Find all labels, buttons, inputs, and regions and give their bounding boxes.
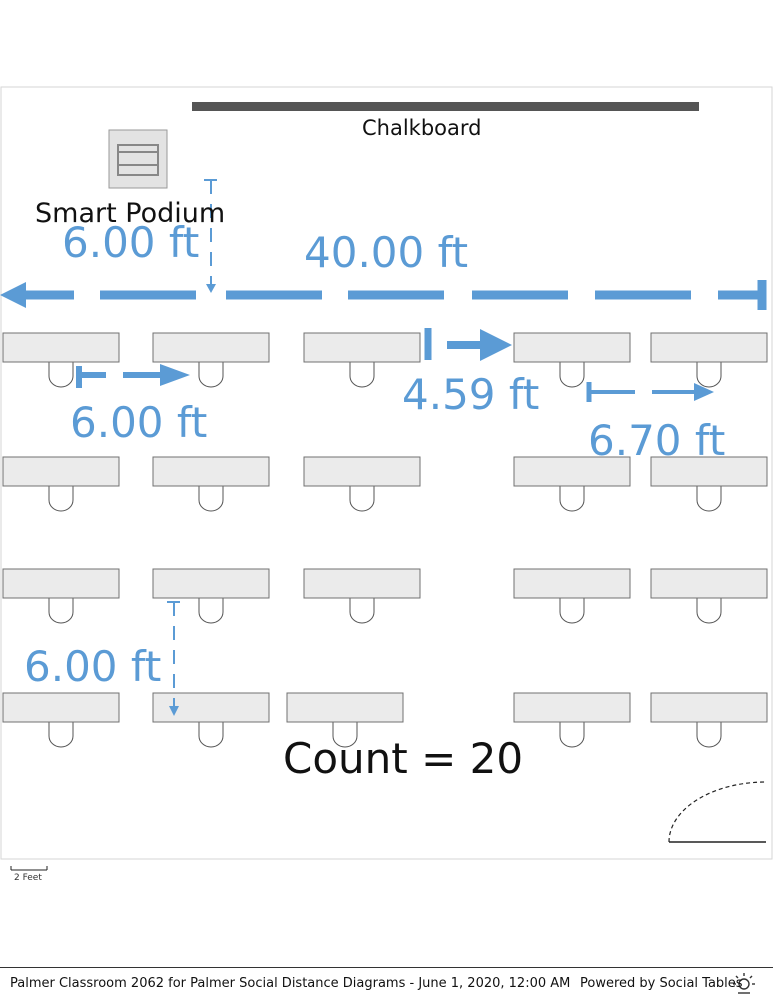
desk [303,456,421,512]
desk [650,692,768,748]
social-tables-logo-icon [733,973,755,994]
chalkboard [192,102,699,111]
chair [559,722,585,748]
chair [198,598,224,624]
desk [286,692,404,748]
desk-count-label: Count = 20 [283,734,524,783]
desk-top [650,456,768,487]
desk [513,456,631,512]
chair [559,486,585,512]
desk-top [152,568,270,599]
desk-top [2,692,120,723]
desk-top [286,692,404,723]
footer-divider [0,967,773,968]
podium-icon [108,129,168,189]
podium-distance-arrow [204,179,217,293]
desk-top [513,568,631,599]
chair [559,362,585,388]
chair [48,722,74,748]
chair [696,362,722,388]
desk [152,332,270,388]
desk-top [2,568,120,599]
room-outline [0,86,773,860]
footer-powered-by: Powered by Social Tables [580,976,743,991]
desk [513,332,631,388]
chair [349,486,375,512]
room-width-label: 40.00 ft [304,228,469,277]
desk-top [513,692,631,723]
desk-top [303,456,421,487]
aisle-arrow [424,328,512,361]
chair [332,722,358,748]
desk [152,692,270,748]
desk [2,692,120,748]
desk [2,568,120,624]
chair [696,722,722,748]
desk [2,456,120,512]
aisle-gap-label: 4.59 ft [402,370,540,419]
desk-top [650,568,768,599]
desk-top [650,332,768,363]
desk [152,568,270,624]
chair [198,722,224,748]
row-spacing-label: 6.00 ft [24,642,162,691]
desk-top [650,692,768,723]
podium-distance-label: 6.00 ft [62,218,200,267]
chair [48,598,74,624]
podium-label: Smart Podium [35,198,226,229]
desk [513,692,631,748]
chair [349,598,375,624]
desk [513,568,631,624]
chair [559,598,585,624]
desk-top [152,456,270,487]
desk-group [2,332,768,748]
desk-top [513,332,631,363]
footer-title: Palmer Classroom 2062 for Palmer Social … [10,976,571,991]
measurement-lines [0,179,767,716]
desk [650,332,768,388]
row-spacing-arrow [167,601,180,716]
desk [303,568,421,624]
chair [696,598,722,624]
desk-top [303,332,421,363]
chair [48,486,74,512]
right-spacing-label: 6.70 ft [588,416,726,465]
right-spacing-arrow [586,382,714,402]
chair [48,362,74,388]
desk [650,568,768,624]
scale-bar [10,866,48,871]
desk [650,456,768,512]
desk-spacing-arrow [76,364,190,388]
chair [696,486,722,512]
door-icon [668,781,767,843]
desk [303,332,421,388]
desk-top [513,456,631,487]
room-width-arrow [0,280,767,310]
desk-top [2,332,120,363]
desk-top [303,568,421,599]
desk-spacing-label: 6.00 ft [70,398,208,447]
desk-top [2,456,120,487]
desk [2,332,120,388]
chair [198,362,224,388]
scale-label: 2 Feet [14,873,42,883]
chair [349,362,375,388]
desk-top [152,332,270,363]
chair [198,486,224,512]
desk [152,456,270,512]
chalkboard-label: Chalkboard [362,116,482,140]
